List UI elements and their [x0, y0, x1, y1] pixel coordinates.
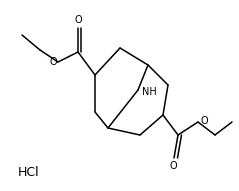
Text: O: O	[74, 15, 82, 25]
Text: O: O	[169, 161, 177, 171]
Text: O: O	[49, 57, 57, 67]
Text: O: O	[200, 116, 208, 126]
Text: HCl: HCl	[18, 165, 40, 179]
Text: NH: NH	[142, 87, 157, 97]
